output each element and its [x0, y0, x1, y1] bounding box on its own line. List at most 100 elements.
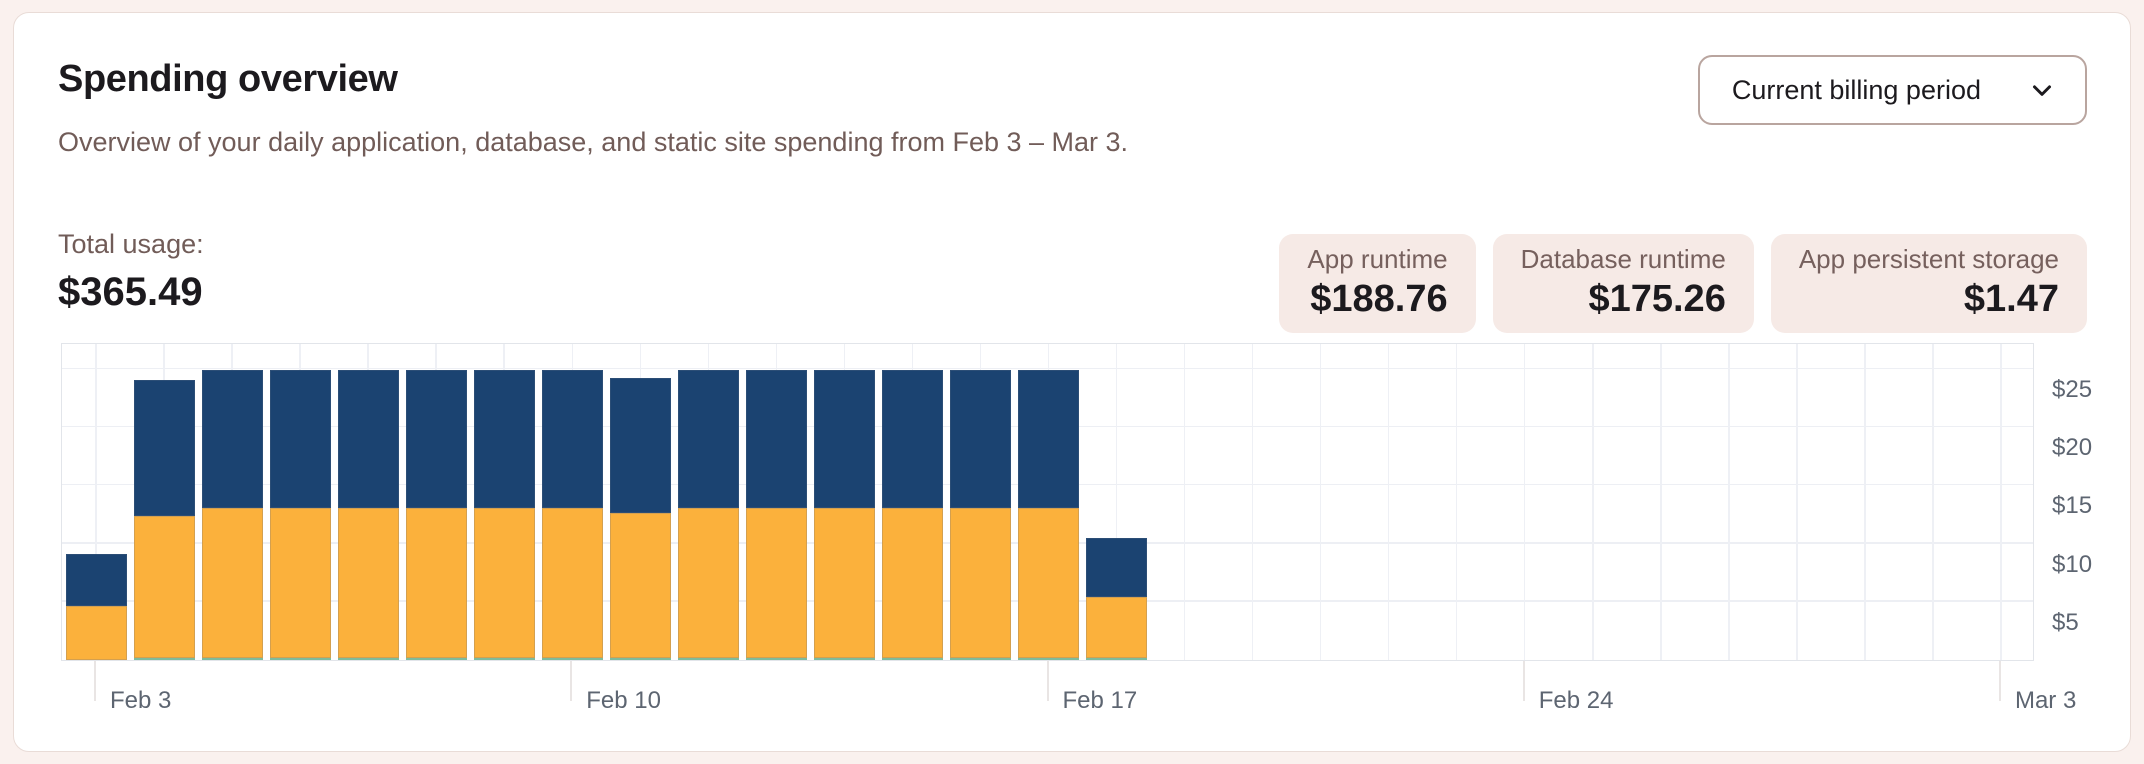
bar-segment-database-runtime [133, 379, 195, 516]
bar-segment-app-persistent-storage [337, 658, 399, 660]
y-axis-label: $25 [2052, 376, 2093, 403]
bar-segment-app-runtime [405, 508, 467, 658]
bar-segment-app-persistent-storage [405, 658, 467, 660]
bar-segment-database-runtime [1017, 370, 1079, 509]
gridline-vertical [1115, 344, 1118, 660]
bar-segment-database-runtime [405, 370, 467, 509]
bar-segment-database-runtime [337, 370, 399, 509]
bar-segment-app-runtime [677, 508, 739, 658]
bar-segment-app-persistent-storage [745, 658, 807, 660]
y-axis-label: $15 [2052, 492, 2093, 520]
bar-segment-app-persistent-storage [1017, 658, 1079, 660]
gridline-vertical [1455, 344, 1458, 660]
bar-segment-database-runtime [881, 370, 943, 509]
bar-segment-app-runtime [949, 508, 1011, 658]
bar-feb-17[interactable] [1017, 370, 1079, 660]
gridline-vertical [1523, 344, 1526, 660]
usage-breakdown-cards: App runtime $188.76 Database runtime $175.2… [1279, 234, 2087, 333]
bar-feb-4[interactable] [133, 379, 195, 660]
bar-feb-11[interactable] [609, 377, 671, 660]
bar-feb-8[interactable] [405, 370, 467, 660]
bar-segment-app-runtime [541, 508, 603, 658]
bar-segment-app-runtime [269, 508, 331, 658]
bar-segment-database-runtime [269, 370, 331, 509]
gridline-vertical [1864, 344, 1866, 660]
bar-segment-app-runtime [813, 508, 875, 658]
stat-card-value: $1.47 [1963, 278, 2059, 320]
stat-card: App persistent storage $1.47 [1770, 234, 2087, 333]
bar-segment-app-persistent-storage [949, 658, 1011, 660]
x-axis-label: Feb 24 [1538, 687, 1614, 714]
y-axis-label: $20 [2052, 434, 2093, 462]
x-axis-tick [1998, 661, 2001, 701]
gridline-vertical [1660, 344, 1662, 660]
total-usage: Total usage: $365.49 [58, 227, 204, 315]
header-text: Spending overview Overview of your daily… [58, 55, 1128, 159]
bar-segment-database-runtime [473, 370, 535, 509]
stat-card: Database runtime $175.26 [1492, 234, 1754, 333]
page-title: Spending overview [58, 58, 398, 100]
bar-feb-7[interactable] [337, 370, 399, 660]
page-subtitle: Overview of your daily application, data… [58, 127, 1129, 157]
spending-chart: Feb 3 Feb 10 Feb 17 Feb 24 Mar 3 $5 $10 $15 $20 $… [61, 343, 2092, 714]
x-axis-tick [1522, 661, 1525, 701]
bar-segment-app-persistent-storage [133, 658, 195, 660]
bar-segment-database-runtime [541, 370, 603, 509]
bar-segment-app-persistent-storage [201, 658, 263, 660]
bar-segment-database-runtime [609, 377, 671, 513]
bar-segment-app-persistent-storage [541, 658, 603, 660]
bar-segment-database-runtime [813, 370, 875, 509]
x-axis-label: Mar 3 [2014, 687, 2077, 714]
gridline-vertical [1592, 344, 1594, 660]
bar-segment-app-runtime [609, 512, 671, 658]
bar-feb-16[interactable] [949, 370, 1011, 660]
x-axis-tick [570, 661, 573, 701]
chart-plot-area [61, 343, 2034, 661]
bar-segment-app-runtime [745, 508, 807, 658]
x-axis-tick [94, 661, 97, 701]
stat-card-value: $175.26 [1588, 278, 1726, 320]
y-axis-label: $5 [2052, 608, 2079, 636]
bar-feb-6[interactable] [269, 370, 331, 660]
stat-card: App runtime $188.76 [1279, 234, 1476, 333]
bar-segment-database-runtime [949, 370, 1011, 509]
bar-segment-app-runtime [473, 508, 535, 658]
billing-period-dropdown[interactable]: Current billing period [1697, 55, 2087, 125]
bar-segment-app-runtime [1086, 597, 1148, 658]
x-axis-label: Feb 3 [110, 687, 172, 714]
bar-segment-app-persistent-storage [813, 658, 875, 660]
gridline-vertical [2000, 344, 2002, 660]
bar-segment-app-runtime [133, 516, 195, 658]
gridline-vertical [1251, 344, 1254, 660]
gridline-horizontal [62, 367, 2033, 370]
bar-feb-9[interactable] [473, 370, 535, 660]
bar-segment-app-persistent-storage [269, 658, 331, 660]
bar-feb-5[interactable] [201, 370, 263, 660]
bar-feb-15[interactable] [881, 370, 943, 660]
y-axis-label: $10 [2052, 550, 2093, 578]
stat-card-label: App persistent storage [1798, 244, 2059, 274]
bar-feb-14[interactable] [813, 370, 875, 660]
bar-segment-app-runtime [337, 508, 399, 658]
stat-card-label: App runtime [1307, 244, 1448, 274]
bar-segment-app-runtime [65, 605, 127, 660]
bar-feb-12[interactable] [677, 370, 739, 660]
bar-feb-10[interactable] [541, 370, 603, 660]
bar-segment-database-runtime [745, 370, 807, 509]
bar-segment-database-runtime [1086, 538, 1148, 598]
bar-segment-database-runtime [677, 370, 739, 509]
gridline-vertical [1183, 344, 1186, 660]
spending-overview-card: Spending overview Overview of your daily… [13, 12, 2131, 752]
bar-feb-3[interactable] [65, 553, 127, 660]
bar-feb-18[interactable] [1086, 538, 1148, 660]
x-axis-tick [1046, 661, 1049, 701]
gridline-vertical [1796, 344, 1798, 660]
gridline-vertical [95, 344, 97, 660]
gridline-vertical [1319, 344, 1322, 660]
total-usage-label: Total usage: [58, 229, 204, 259]
gridline-vertical [1932, 344, 1934, 660]
total-usage-value: $365.49 [58, 270, 203, 314]
gridline-vertical [1387, 344, 1390, 660]
bar-segment-database-runtime [201, 370, 263, 509]
bar-feb-13[interactable] [745, 370, 807, 660]
